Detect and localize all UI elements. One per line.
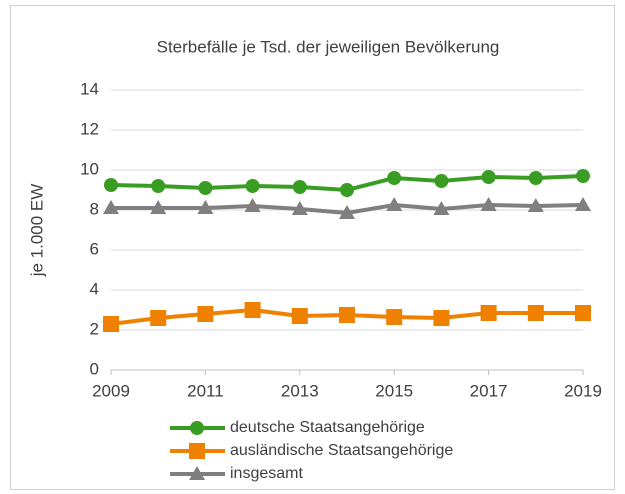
marker (103, 200, 119, 214)
marker (528, 171, 543, 185)
marker (189, 443, 205, 459)
marker (291, 201, 308, 215)
marker (339, 205, 355, 219)
marker (151, 179, 166, 193)
marker (190, 421, 204, 435)
marker (189, 466, 205, 480)
marker (197, 200, 214, 214)
marker (198, 181, 213, 195)
marker (480, 305, 497, 321)
marker (527, 305, 544, 321)
marker (481, 170, 496, 184)
x-tick-label: 2017 (470, 381, 508, 400)
marker (340, 183, 354, 197)
chart-title: Sterbefälle je Tsd. der jeweiligen Bevöl… (157, 37, 500, 56)
marker (150, 200, 167, 214)
marker (575, 305, 591, 321)
marker (434, 174, 449, 188)
marker (387, 171, 402, 185)
marker (339, 307, 355, 323)
marker (244, 302, 261, 318)
y-tick-label: 14 (80, 79, 99, 98)
y-tick-label: 2 (90, 319, 99, 338)
marker (386, 197, 403, 211)
marker (576, 169, 590, 183)
x-tick-label: 2019 (564, 381, 602, 400)
marker (480, 197, 497, 211)
marker (433, 201, 450, 215)
legend-label: ausländische Staatsangehörige (230, 442, 453, 459)
marker (527, 198, 544, 212)
y-tick-label: 12 (80, 119, 99, 138)
x-tick-label: 2015 (375, 381, 413, 400)
marker (575, 197, 591, 211)
legend-label: deutsche Staatsangehörige (230, 419, 425, 436)
marker (245, 179, 260, 193)
x-tick-label: 2013 (281, 381, 319, 400)
y-tick-label: 10 (80, 159, 99, 178)
x-tick-label: 2011 (187, 381, 224, 400)
y-tick-label: 8 (90, 199, 99, 218)
chart-frame (10, 5, 615, 490)
marker (292, 180, 307, 194)
y-tick-label: 4 (90, 279, 99, 298)
y-tick-label: 6 (90, 239, 99, 258)
x-tick-label: 2009 (92, 381, 130, 400)
marker (150, 310, 167, 326)
marker (104, 178, 118, 192)
marker (244, 198, 261, 212)
marker (386, 309, 403, 325)
marker (103, 316, 119, 332)
marker (433, 310, 450, 326)
marker (291, 308, 308, 324)
legend-label: insgesamt (230, 465, 303, 482)
y-tick-label: 0 (90, 359, 99, 378)
marker (197, 306, 214, 322)
y-axis-label: je 1.000 EW (27, 184, 46, 278)
